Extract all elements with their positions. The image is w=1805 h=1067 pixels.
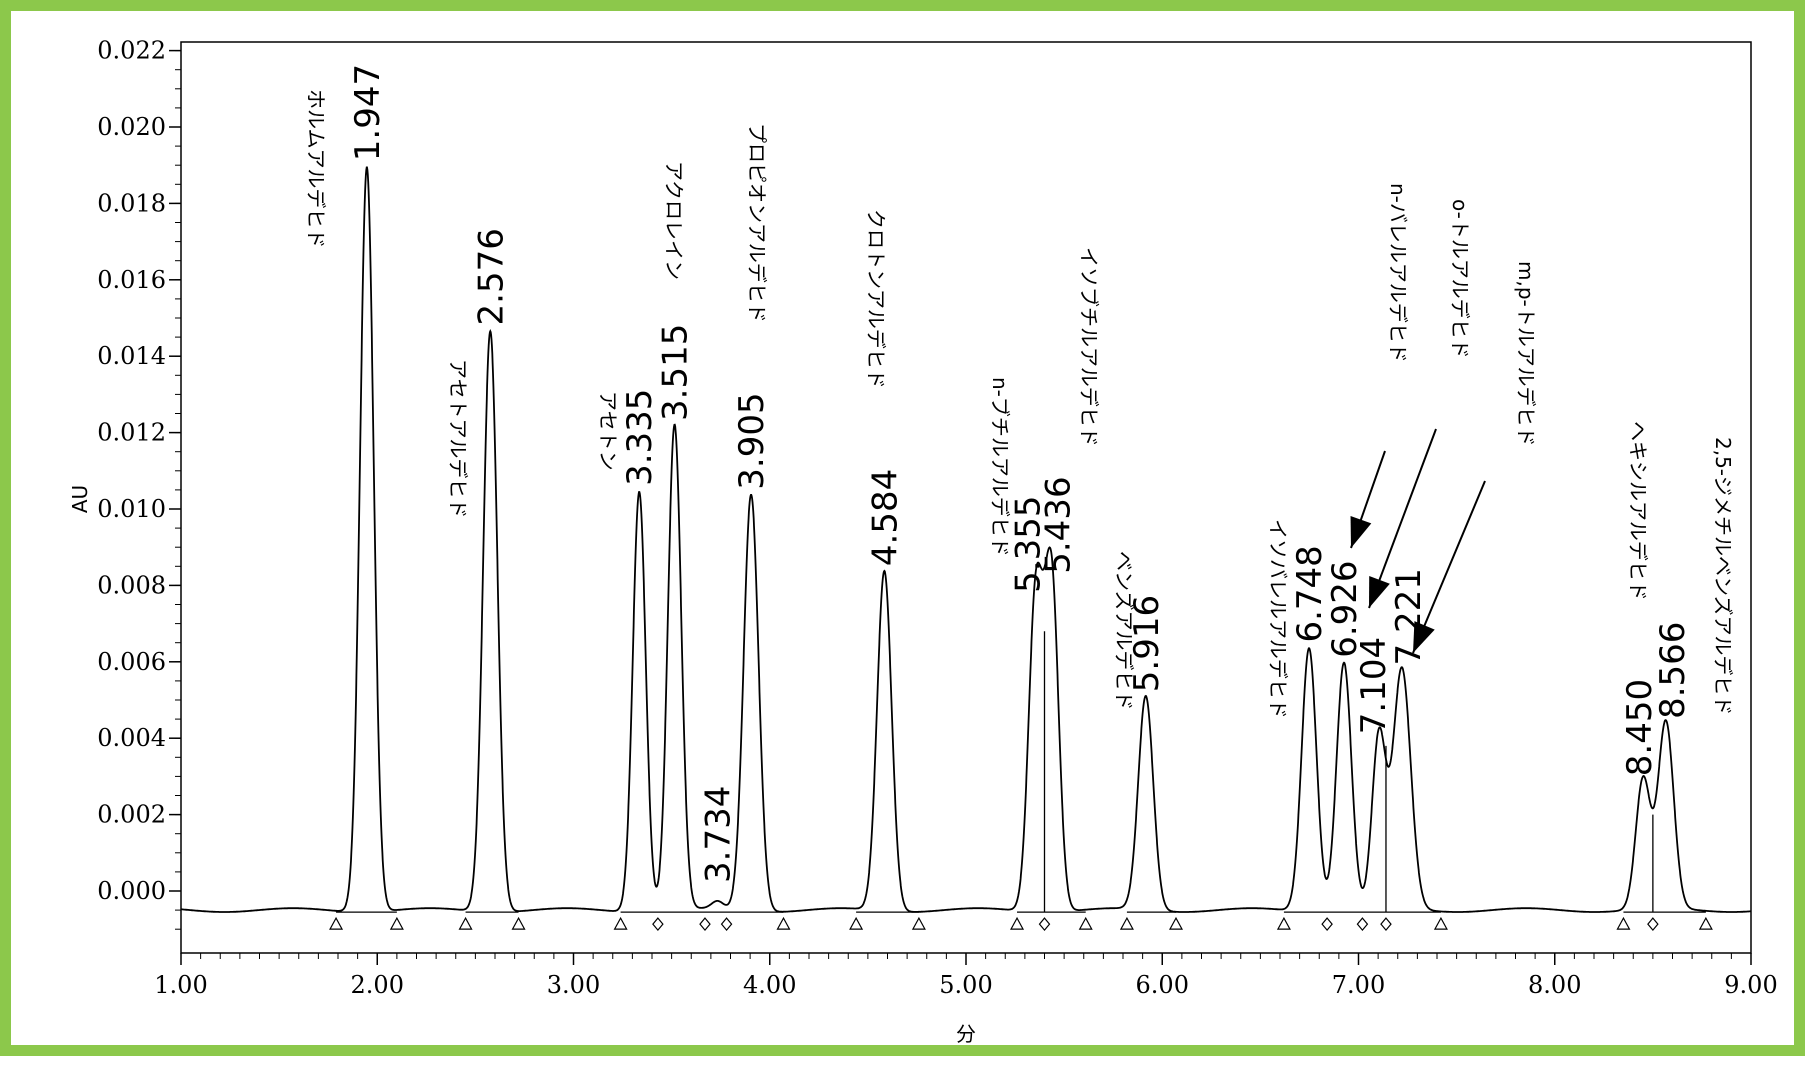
integration-mark-diamond [1380, 917, 1392, 932]
peak-rt-label: 3.905 [732, 392, 772, 489]
integration-mark-triangle [1276, 916, 1291, 930]
x-tick-label: 5.00 [939, 971, 992, 999]
arrow-shaft [1368, 428, 1437, 609]
compound-label: 2,5-ジメチルベンズアルデヒド [1711, 437, 1735, 715]
integration-mark-triangle [1433, 916, 1448, 930]
integration-mark-triangle [776, 916, 791, 930]
y-tick-label: 0.016 [97, 266, 166, 294]
y-axis: 0.000 0.002 0.004 0.006 0.008 0.010 0.012 0.014… [97, 37, 181, 930]
x-tick-label: 2.00 [351, 971, 404, 999]
plot-area [180, 41, 1752, 954]
peak-rt-label: 2.576 [471, 228, 511, 325]
compound-label: クロトンアルデヒド [864, 209, 888, 389]
integration-mark-diamond [1321, 917, 1333, 932]
compound-label: アクロレイン [662, 161, 686, 280]
peak-rt-label: 8.566 [1653, 622, 1693, 719]
arrow-shaft [1412, 480, 1486, 654]
peak-rt-label: 6.926 [1325, 560, 1365, 657]
integration-marks [329, 916, 1713, 932]
peak-rt-label: 3.515 [656, 324, 696, 421]
integration-mark-diamond [652, 917, 664, 932]
integration-mark-triangle [1168, 916, 1183, 930]
integration-mark-triangle [1119, 916, 1134, 930]
integration-mark-diamond [699, 917, 711, 932]
x-tick-label: 4.00 [743, 971, 796, 999]
compound-label: n-バレルアルデヒド [1386, 183, 1410, 363]
x-tick-label: 9.00 [1724, 971, 1777, 999]
compound-label: o-トルアルデヒド [1448, 199, 1472, 359]
arrow-head [1369, 576, 1390, 608]
compound-label: イソブチルアルデヒド [1077, 247, 1101, 447]
peak-rt-label: 5.436 [1039, 476, 1079, 573]
x-tick-label: 8.00 [1528, 971, 1581, 999]
integration-mark-triangle [1616, 916, 1631, 930]
compound-labels: ホルムアルデヒド アセトアルデヒド アセトン アクロレイン プロピオンアルデヒド… [304, 89, 1735, 719]
peak-rt-label: 6.748 [1290, 545, 1330, 642]
integration-mark-triangle [329, 916, 344, 930]
y-tick-label: 0.022 [97, 37, 166, 65]
integration-mark-triangle [389, 916, 404, 930]
integration-mark-triangle [613, 916, 628, 930]
integration-mark-diamond [720, 917, 733, 932]
compound-label: ホルムアルデヒド [304, 89, 328, 248]
x-tick-label: 7.00 [1332, 971, 1385, 999]
arrow-head [1350, 516, 1372, 548]
peak-rt-label: 8.450 [1620, 679, 1660, 776]
y-tick-label: 0.006 [97, 648, 166, 676]
y-tick-label: 0.012 [97, 419, 166, 447]
y-tick-label: 0.014 [97, 342, 166, 370]
y-tick-label: 0.000 [97, 877, 166, 905]
peak-rt-label: 3.734 [699, 786, 739, 883]
integration-mark-triangle [458, 916, 473, 930]
peak-split-lines [1043, 631, 1654, 913]
x-tick-label: 3.00 [547, 971, 600, 999]
compound-label: ヘキシルアルデヒド [1626, 421, 1650, 601]
integration-mark-diamond [1647, 917, 1659, 932]
x-axis-title: 分 [956, 1022, 976, 1046]
y-tick-label: 0.010 [97, 495, 166, 523]
peak-rt-label: 5.916 [1127, 595, 1167, 692]
integration-mark-triangle [511, 916, 526, 930]
peak-rt-label: 5.355 [1009, 496, 1049, 593]
peak-rt-label: 7.221 [1389, 568, 1429, 665]
integration-mark-diamond [1356, 917, 1369, 932]
x-axis: 1.00 2.00 3.00 4.00 5.00 6.00 7.00 8.00 9.00 [154, 953, 1778, 999]
arrow-head [1413, 621, 1435, 653]
compound-label: イソバレルアルデヒド [1266, 519, 1290, 719]
x-tick-label: 6.00 [1136, 971, 1189, 999]
peak-rt-label: 4.584 [865, 469, 905, 566]
integration-mark-triangle [1010, 916, 1025, 930]
chromatogram-trace [181, 166, 1751, 913]
compound-label: n-ブチルアルデヒド [988, 377, 1012, 557]
peak-rt-label: 1.947 [348, 64, 388, 161]
integration-mark-triangle [1078, 916, 1093, 930]
compound-label: アセトアルデヒド [446, 359, 470, 518]
integration-mark-triangle [1698, 916, 1713, 930]
annotation-arrows [1350, 428, 1486, 654]
compound-label: プロピオンアルデヒド [745, 123, 769, 323]
chromatogram-chart: 0.000 0.002 0.004 0.006 0.008 0.010 0.012 0.014… [68, 37, 1778, 1046]
compound-label: ベンズアルデヒド [1112, 551, 1136, 710]
integration-mark-triangle [911, 916, 926, 930]
integration-mark-triangle [849, 916, 864, 930]
y-tick-label: 0.002 [97, 801, 166, 829]
peak-rt-label: 7.104 [1354, 637, 1394, 734]
y-tick-label: 0.004 [97, 724, 166, 752]
y-tick-label: 0.020 [97, 113, 166, 141]
y-tick-label: 0.008 [97, 571, 166, 599]
y-axis-title: AU [68, 485, 92, 513]
compound-label: m,p-トルアルデヒド [1514, 261, 1538, 447]
integration-mark-diamond [1038, 917, 1051, 932]
y-tick-label: 0.018 [97, 189, 166, 217]
x-tick-label: 1.00 [154, 971, 207, 999]
peak-rt-label: 3.335 [620, 389, 660, 486]
compound-label: アセトン [596, 391, 620, 471]
